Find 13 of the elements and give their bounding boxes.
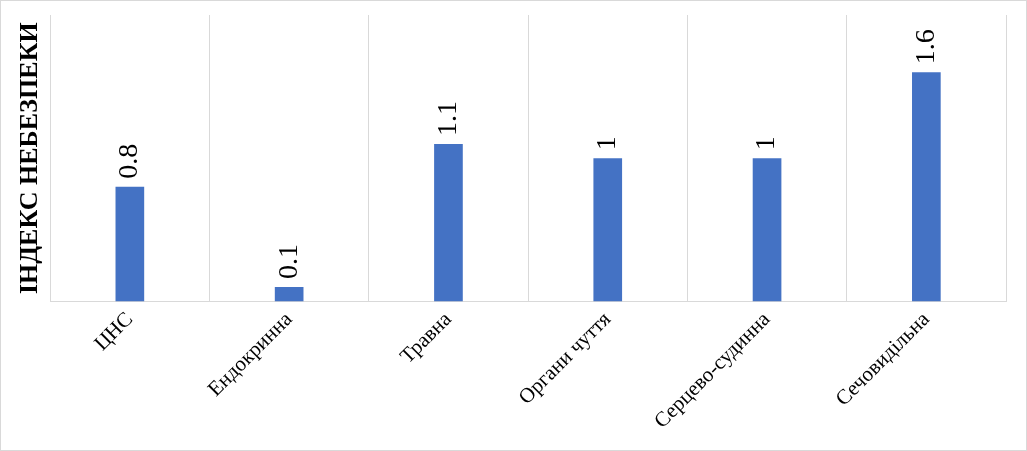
- bar: [752, 158, 782, 302]
- bar: [434, 143, 463, 302]
- data-label: 1: [749, 136, 781, 151]
- y-axis-title: ІНДЕКС НЕБЕЗПЕКИ: [14, 22, 44, 295]
- data-label: 1.1: [430, 100, 462, 136]
- bar: [115, 186, 145, 302]
- bar: [593, 158, 623, 302]
- data-label: 1.6: [908, 29, 940, 65]
- data-label: 0.1: [271, 244, 303, 280]
- data-label: 0.8: [112, 143, 144, 179]
- bar: [912, 72, 941, 302]
- bar: [274, 287, 304, 302]
- data-label: 1: [590, 136, 622, 151]
